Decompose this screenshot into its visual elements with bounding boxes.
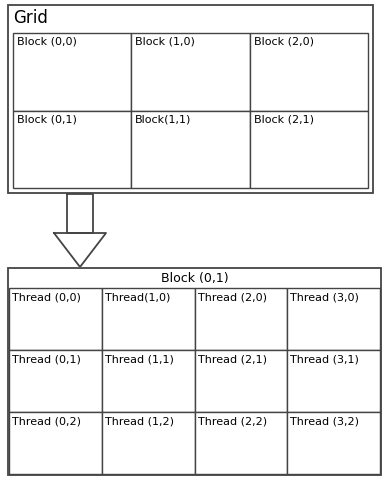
Text: Thread (1,1): Thread (1,1) (105, 354, 174, 364)
Bar (8, 5, 373, 193)
Bar (102, 288, 194, 350)
Bar (131, 110, 250, 188)
Bar (287, 350, 380, 412)
Bar (13, 33, 131, 110)
Bar (194, 412, 287, 474)
Bar (8, 268, 381, 475)
Polygon shape (54, 233, 106, 267)
Bar (102, 412, 194, 474)
Bar (13, 110, 131, 188)
Text: Thread (2,0): Thread (2,0) (197, 292, 267, 302)
Bar (250, 33, 368, 110)
Text: Thread (1,2): Thread (1,2) (105, 416, 174, 426)
Bar (131, 33, 250, 110)
Text: Block (1,0): Block (1,0) (135, 37, 195, 47)
Bar (9, 350, 102, 412)
Polygon shape (67, 194, 93, 233)
Text: Block(1,1): Block(1,1) (135, 115, 192, 124)
Bar (9, 412, 102, 474)
Text: Block (0,1): Block (0,1) (17, 115, 77, 124)
Bar (194, 350, 287, 412)
Text: Thread (3,1): Thread (3,1) (290, 354, 359, 364)
Bar (250, 110, 368, 188)
Bar (287, 412, 380, 474)
Text: Thread (0,1): Thread (0,1) (12, 354, 81, 364)
Text: Thread (2,2): Thread (2,2) (197, 416, 267, 426)
Text: Block (0,0): Block (0,0) (17, 37, 77, 47)
Text: Thread (0,2): Thread (0,2) (12, 416, 81, 426)
Text: Block (2,0): Block (2,0) (254, 37, 314, 47)
Text: Thread (2,1): Thread (2,1) (197, 354, 267, 364)
Text: Grid: Grid (13, 9, 48, 27)
Text: Thread (0,0): Thread (0,0) (12, 292, 81, 302)
Text: Thread(1,0): Thread(1,0) (105, 292, 170, 302)
Text: Thread (3,0): Thread (3,0) (290, 292, 359, 302)
Text: Thread (3,2): Thread (3,2) (290, 416, 359, 426)
Bar (287, 288, 380, 350)
Bar (194, 288, 287, 350)
Bar (102, 350, 194, 412)
Text: Block (2,1): Block (2,1) (254, 115, 314, 124)
Text: Block (0,1): Block (0,1) (161, 272, 228, 285)
Bar (9, 288, 102, 350)
